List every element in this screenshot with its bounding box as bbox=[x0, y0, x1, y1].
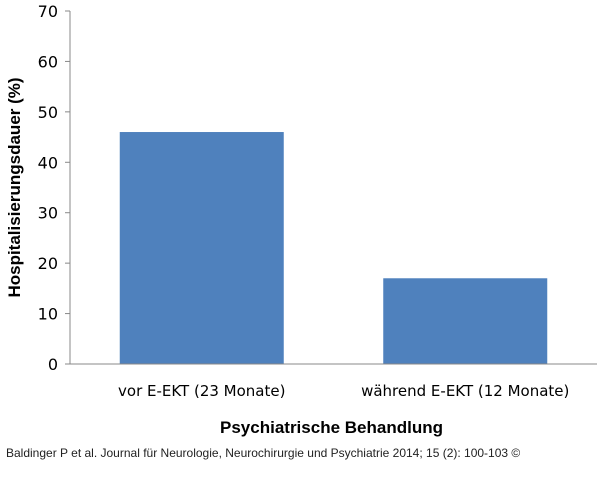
y-axis-title: Hospitalisierungsdauer (%) bbox=[5, 77, 24, 297]
y-tick-label: 20 bbox=[38, 254, 58, 273]
bar-chart: 0 10 20 30 40 50 60 70 vor E-EKT (23 Monate) wäh… bbox=[5, 2, 597, 437]
citation-text: Baldinger P et al. Journal für Neurologi… bbox=[6, 446, 521, 460]
bar bbox=[119, 132, 284, 364]
x-axis-title: Psychiatrische Behandlung bbox=[220, 418, 443, 437]
x-category-label: während E-EKT (12 Monate) bbox=[361, 382, 569, 400]
y-tick-label: 60 bbox=[38, 52, 58, 71]
y-tick-label: 10 bbox=[38, 305, 58, 324]
y-tick-label: 70 bbox=[38, 2, 58, 21]
y-tick-label: 0 bbox=[48, 355, 58, 374]
bar bbox=[383, 278, 548, 364]
y-tick-label: 30 bbox=[38, 204, 58, 223]
y-tick-label: 40 bbox=[38, 153, 58, 172]
x-category-label: vor E-EKT (23 Monate) bbox=[118, 382, 285, 400]
y-tick-label: 50 bbox=[38, 103, 58, 122]
